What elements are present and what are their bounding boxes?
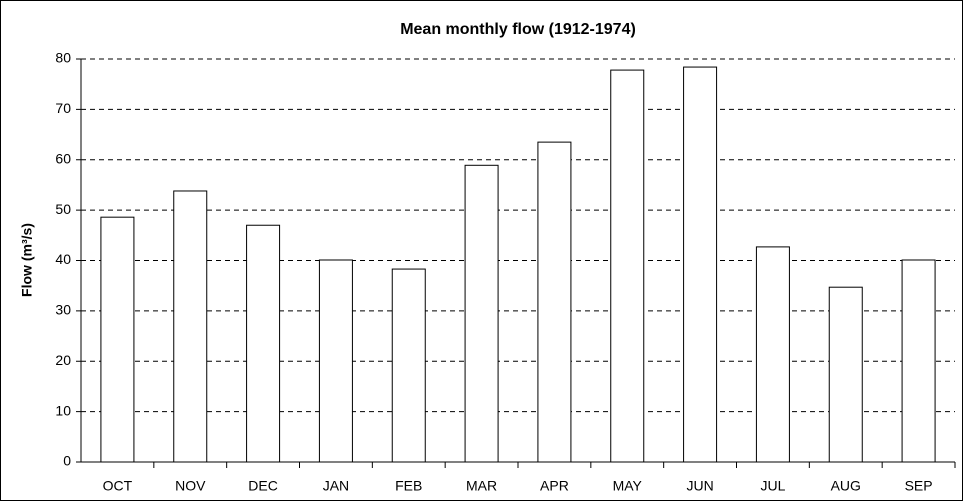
x-tick-label: MAR xyxy=(466,478,497,494)
bar xyxy=(537,141,572,463)
y-tick-label: 10 xyxy=(55,402,71,418)
x-tick-label: JUL xyxy=(760,478,785,494)
bar xyxy=(391,268,426,463)
bar xyxy=(464,164,499,463)
bar xyxy=(100,216,135,463)
bar xyxy=(318,259,353,463)
bar xyxy=(173,190,208,463)
bar xyxy=(755,246,790,463)
y-tick-label: 60 xyxy=(55,150,71,166)
chart-title: Mean monthly flow (1912-1974) xyxy=(400,21,636,38)
y-tick-label: 20 xyxy=(55,352,71,368)
bar xyxy=(683,66,718,463)
bar xyxy=(246,224,281,463)
bar xyxy=(828,286,863,463)
x-tick-label: FEB xyxy=(395,478,422,494)
y-axis-label: Flow (m³/s) xyxy=(19,223,35,297)
y-tick-label: 80 xyxy=(55,50,71,66)
x-tick-label: DEC xyxy=(248,478,278,494)
x-tick-label: JAN xyxy=(323,478,349,494)
x-tick-label: AUG xyxy=(831,478,861,494)
y-tick-label: 50 xyxy=(55,201,71,217)
y-tick-label: 0 xyxy=(63,453,71,469)
x-tick-label: JUN xyxy=(686,478,713,494)
x-tick-label: MAY xyxy=(613,478,643,494)
x-tick-label: NOV xyxy=(175,478,206,494)
y-tick-label: 70 xyxy=(55,100,71,116)
y-tick-label: 30 xyxy=(55,302,71,318)
y-tick-label: 40 xyxy=(55,251,71,267)
bar xyxy=(901,259,936,463)
x-tick-label: APR xyxy=(540,478,569,494)
bar xyxy=(610,69,645,463)
x-tick-label: SEP xyxy=(905,478,933,494)
x-tick-label: OCT xyxy=(103,478,133,494)
